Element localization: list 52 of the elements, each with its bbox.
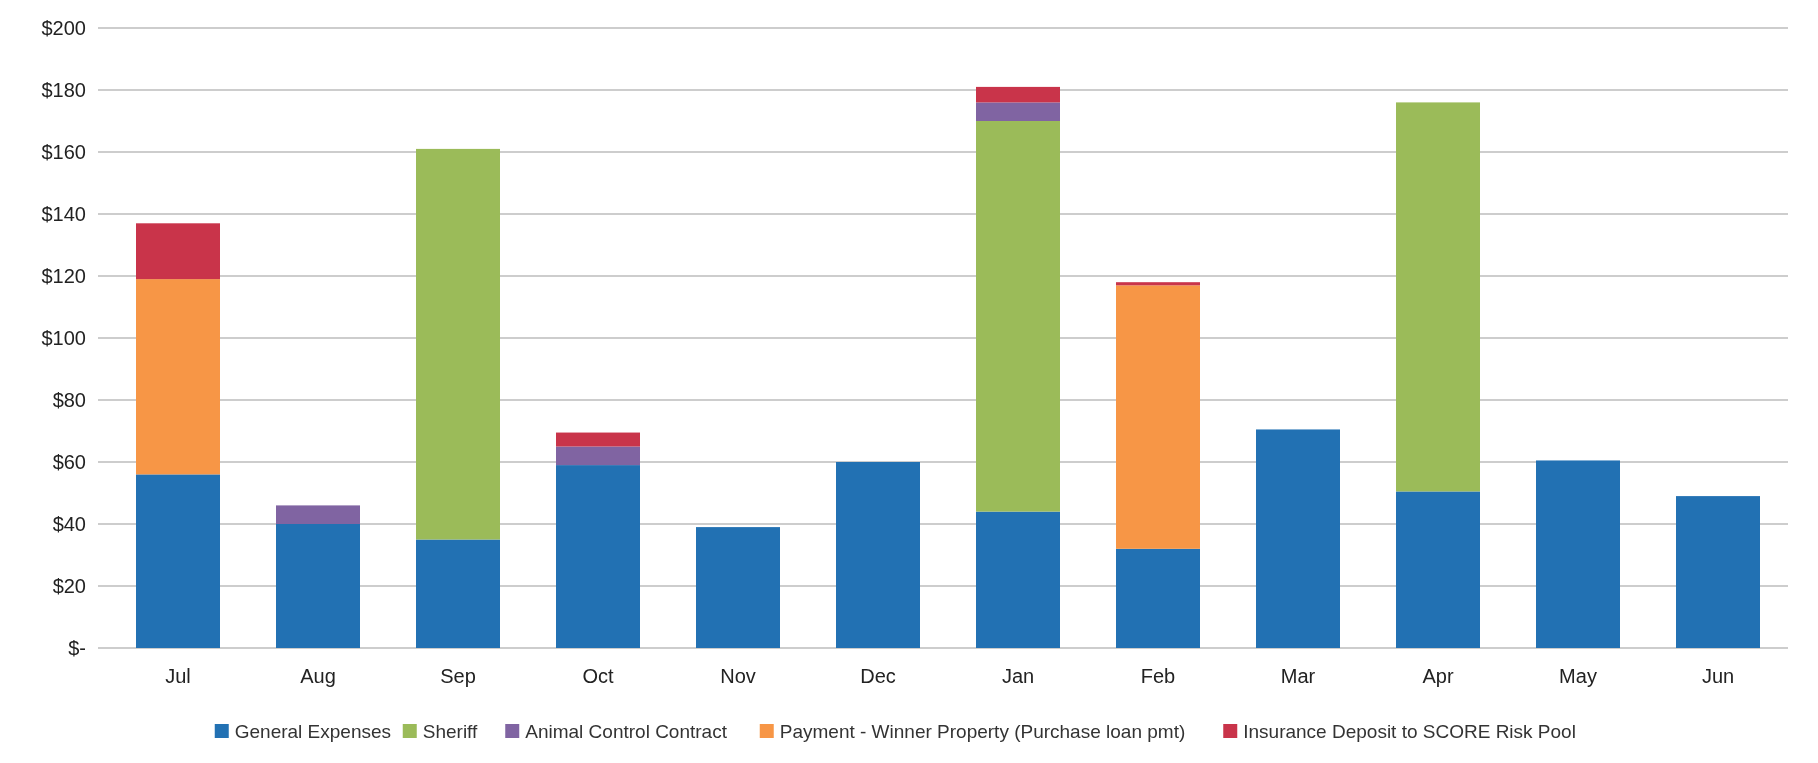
x-tick-label: Sep bbox=[440, 665, 476, 687]
legend-label: Animal Control Contract bbox=[525, 720, 728, 742]
x-tick-label: Feb bbox=[1140, 665, 1176, 687]
bar bbox=[556, 465, 640, 648]
bar bbox=[416, 539, 500, 648]
legend-label: Sheriff bbox=[422, 720, 479, 742]
x-tick-label: Aug bbox=[300, 665, 336, 687]
bar bbox=[836, 462, 920, 648]
bar bbox=[1116, 282, 1200, 286]
y-tick-label: $80 bbox=[52, 389, 86, 411]
bar bbox=[1396, 491, 1480, 648]
bar bbox=[976, 102, 1060, 121]
x-tick-label: Mar bbox=[1280, 665, 1316, 687]
bar bbox=[136, 279, 220, 475]
x-tick-label: May bbox=[1559, 665, 1597, 687]
bar bbox=[1256, 429, 1340, 648]
y-tick-label: $200 bbox=[41, 17, 86, 39]
bar bbox=[696, 527, 780, 648]
bar bbox=[276, 524, 360, 648]
bar bbox=[136, 223, 220, 280]
x-tick-label: Dec bbox=[860, 665, 896, 687]
y-tick-label: $40 bbox=[52, 513, 86, 535]
legend-label: Payment - Winner Property (Purchase loan pmt) bbox=[779, 720, 1186, 742]
bar bbox=[976, 121, 1060, 512]
x-tick-label: Jan bbox=[1001, 665, 1035, 687]
bar bbox=[416, 148, 500, 540]
bar bbox=[1536, 460, 1620, 648]
x-tick-label: Jul bbox=[165, 665, 191, 687]
y-tick-label: $140 bbox=[41, 203, 86, 225]
bar bbox=[1676, 496, 1760, 648]
bar bbox=[1396, 102, 1480, 492]
x-tick-label: Oct bbox=[582, 665, 614, 687]
bar bbox=[556, 446, 640, 466]
bar bbox=[976, 86, 1060, 103]
y-tick-label: $120 bbox=[41, 265, 86, 287]
y-tick-label: $60 bbox=[52, 451, 86, 473]
bar bbox=[556, 432, 640, 447]
x-tick-label: Jun bbox=[1701, 665, 1735, 687]
y-tick-label: $100 bbox=[41, 327, 86, 349]
bar bbox=[976, 511, 1060, 648]
bar bbox=[1116, 285, 1200, 549]
x-tick-label: Nov bbox=[720, 665, 756, 687]
y-tick-label: $- bbox=[68, 637, 86, 659]
bar bbox=[136, 474, 220, 648]
y-tick-label: $20 bbox=[52, 575, 86, 597]
bar bbox=[1116, 548, 1200, 648]
x-tick-label: Apr bbox=[1422, 665, 1454, 687]
y-tick-label: $160 bbox=[41, 141, 86, 163]
bar bbox=[276, 505, 360, 524]
legend-label: General Expenses bbox=[234, 720, 392, 742]
y-tick-label: $180 bbox=[41, 79, 86, 101]
legend-label: Insurance Deposit to SCORE Risk Pool bbox=[1243, 720, 1576, 742]
